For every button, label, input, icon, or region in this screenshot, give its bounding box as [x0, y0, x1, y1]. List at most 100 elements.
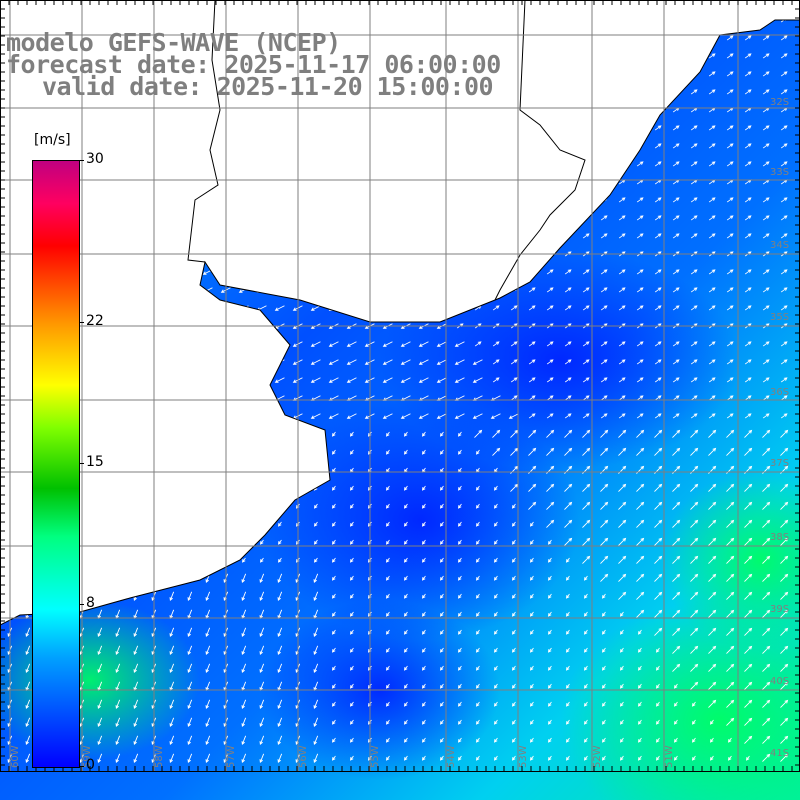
wind-arrow	[277, 735, 283, 746]
wind-arrow	[636, 395, 644, 401]
wind-arrow	[547, 593, 552, 599]
wind-arrow	[439, 665, 444, 671]
wind-arrow	[277, 627, 283, 638]
wind-arrow	[475, 737, 480, 743]
wind-arrow	[564, 483, 573, 492]
wind-arrow	[403, 665, 408, 671]
wind-arrow	[547, 665, 552, 671]
wind-arrow	[583, 719, 588, 725]
wind-arrow	[25, 645, 31, 656]
wind-arrow	[205, 645, 211, 656]
wind-arrow	[331, 503, 336, 509]
wind-arrow	[457, 683, 462, 689]
wind-arrow	[726, 305, 734, 311]
wind-arrow	[511, 521, 516, 527]
wind-arrow	[565, 683, 570, 689]
wind-arrow	[762, 627, 771, 636]
wind-arrow	[654, 215, 662, 221]
wind-arrow	[546, 429, 555, 438]
wind-arrow	[618, 573, 627, 582]
wind-arrow	[618, 269, 626, 275]
wind-arrow	[439, 737, 444, 743]
wind-arrow	[277, 591, 283, 602]
wind-arrow	[672, 341, 680, 347]
wind-arrow	[97, 627, 103, 638]
wind-arrow	[582, 555, 591, 564]
wind-arrow	[654, 501, 663, 510]
wind-arrow	[744, 143, 752, 149]
wind-arrow	[708, 537, 717, 546]
wind-arrow	[564, 377, 572, 383]
wind-arrow	[400, 341, 411, 347]
wind-arrow	[511, 503, 516, 509]
wind-arrow	[636, 413, 644, 419]
wind-arrow	[259, 591, 265, 602]
wind-arrow	[762, 753, 771, 762]
wind-arrow	[439, 557, 444, 563]
wind-arrow	[259, 627, 265, 638]
wind-arrow	[564, 501, 573, 510]
wind-arrow	[115, 645, 121, 656]
wind-arrow	[672, 233, 680, 239]
wind-arrow	[726, 359, 734, 365]
wind-arrow	[780, 483, 789, 492]
wind-arrow	[762, 341, 770, 347]
wind-arrow	[582, 305, 590, 311]
longitude-label: 60W	[10, 745, 21, 768]
wind-arrow	[97, 735, 103, 746]
wind-arrow	[618, 395, 626, 401]
wind-arrow	[780, 429, 789, 438]
wind-arrow	[564, 341, 572, 347]
wind-arrow	[780, 501, 789, 510]
colorbar-unit: [m/s]	[34, 132, 71, 148]
wind-arrow	[385, 647, 390, 653]
wind-arrow	[493, 737, 498, 743]
wind-arrow	[673, 737, 678, 743]
wind-arrow	[331, 449, 336, 455]
wind-arrow	[672, 143, 680, 149]
wind-arrow	[672, 447, 681, 456]
wind-arrow	[583, 755, 588, 761]
wind-arrow	[655, 755, 660, 761]
wind-arrow	[546, 269, 554, 275]
wind-arrow	[474, 429, 483, 438]
wind-arrow	[654, 305, 662, 311]
wind-arrow	[97, 663, 103, 674]
wind-arrow	[475, 665, 480, 671]
wind-arrow	[385, 755, 390, 761]
wind-arrow	[439, 683, 444, 689]
wind-arrow	[637, 755, 642, 761]
latitude-label: 36S	[770, 387, 789, 398]
wind-arrow	[421, 593, 426, 599]
wind-arrow	[403, 431, 408, 437]
wind-arrow	[708, 609, 717, 618]
wind-arrow	[654, 609, 663, 618]
wind-arrow	[744, 395, 752, 401]
wind-arrow	[636, 341, 644, 347]
wind-arrow	[690, 663, 699, 672]
wind-arrow	[780, 591, 789, 600]
wind-arrow	[672, 591, 681, 600]
wind-arrow	[349, 485, 354, 491]
wind-arrow	[690, 447, 699, 456]
wind-arrow	[600, 519, 609, 528]
wind-arrow	[403, 629, 408, 635]
wind-arrow	[115, 663, 121, 674]
wind-arrow	[708, 359, 716, 365]
wind-arrow	[744, 359, 752, 365]
wind-arrow	[205, 591, 211, 602]
wind-arrow	[654, 287, 662, 293]
wind-arrow	[439, 539, 444, 545]
wind-arrow	[727, 737, 732, 743]
latitude-label: 37S	[770, 458, 789, 469]
wind-arrow	[472, 377, 483, 383]
wind-arrow	[708, 573, 717, 582]
wind-arrow	[762, 555, 771, 564]
wind-arrow	[277, 717, 283, 728]
wind-arrow	[708, 233, 716, 239]
wind-arrow	[636, 233, 644, 239]
wind-arrow	[259, 753, 265, 764]
wind-arrow	[780, 305, 788, 311]
wind-arrow	[547, 647, 552, 653]
wind-arrow	[25, 627, 31, 638]
